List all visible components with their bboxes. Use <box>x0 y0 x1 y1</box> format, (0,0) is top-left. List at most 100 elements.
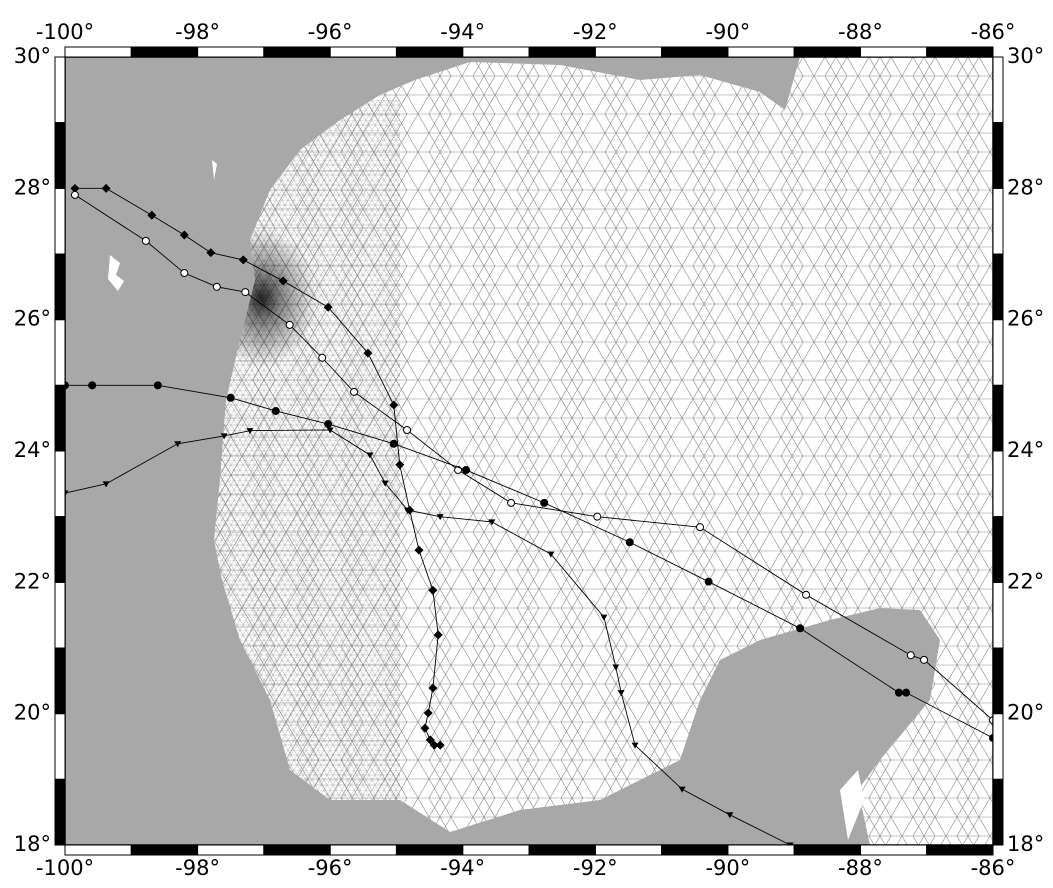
track-point <box>65 381 69 390</box>
track-point <box>796 624 805 633</box>
frame-bar <box>54 581 66 649</box>
track-point <box>70 190 79 199</box>
frame-bar <box>992 187 1004 255</box>
track-point <box>318 353 327 362</box>
lon-tick-label: -88° <box>838 20 883 44</box>
map-body <box>65 57 993 845</box>
track-point <box>324 420 333 429</box>
lon-tick-label: -98° <box>175 20 220 44</box>
track-point <box>65 490 69 497</box>
frame-bar <box>926 46 994 58</box>
frame-bar <box>263 844 331 856</box>
track-point <box>246 428 254 435</box>
track-point <box>989 733 993 742</box>
frame-bar <box>54 56 66 124</box>
frame-bar <box>130 46 199 58</box>
frame-bar <box>727 844 795 856</box>
track-point <box>141 236 150 245</box>
frame-bar <box>64 844 132 856</box>
lon-tick-label: -94° <box>440 856 485 880</box>
track-point <box>696 523 705 532</box>
track-point <box>101 183 111 193</box>
track-point <box>366 452 374 459</box>
track-point <box>547 551 555 558</box>
track-point <box>226 393 235 402</box>
lat-tick-label: 26° <box>14 307 51 331</box>
track-point <box>802 590 811 599</box>
frame-bar <box>992 319 1004 386</box>
lat-tick-label: 20° <box>14 701 51 725</box>
track-point <box>285 320 294 329</box>
frame-bar <box>992 450 1004 518</box>
frame-bar <box>130 844 199 856</box>
lat-tick-label: 20° <box>1007 701 1044 725</box>
frame-bar <box>263 46 331 58</box>
track-point <box>389 439 398 448</box>
frame-bar <box>54 778 66 846</box>
track-point <box>88 381 97 390</box>
lon-tick-label: -90° <box>705 856 750 880</box>
track-point <box>429 740 439 750</box>
track-point <box>428 683 438 693</box>
frame-bar <box>54 253 66 321</box>
lon-tick-label: -92° <box>573 20 618 44</box>
track-point <box>381 480 389 487</box>
frame-bar <box>54 384 66 452</box>
track-point <box>625 538 634 547</box>
lon-tick-label: -86° <box>971 856 1016 880</box>
frame-bar <box>462 46 530 58</box>
frame <box>54 46 1004 856</box>
frame-bar <box>54 516 66 583</box>
frame-bar <box>54 187 66 255</box>
track-point <box>174 441 182 448</box>
track-point <box>278 276 288 286</box>
lon-tick-label: -98° <box>175 856 220 880</box>
lat-tick-label: 18° <box>1007 832 1044 856</box>
lat-tick-label: 24° <box>1007 438 1044 462</box>
tick-labels: -100° -100° -98° -98° -96° -96° -94° -94° -92° -9… <box>14 20 1044 880</box>
track-point <box>323 302 333 312</box>
lat-tick-label: 28° <box>1007 175 1044 199</box>
lat-tick-label: 30° <box>1007 44 1044 68</box>
frame-bar <box>727 46 795 58</box>
track <box>65 381 993 742</box>
lon-tick-label: -100° <box>36 856 94 880</box>
lon-tick-label: -90° <box>705 20 750 44</box>
frame-bar <box>992 516 1004 583</box>
track-point <box>206 248 216 258</box>
frame-bar <box>395 844 464 856</box>
frame-bar <box>594 844 663 856</box>
frame-bar <box>54 713 66 780</box>
track-point <box>435 740 445 750</box>
frame-bar <box>992 384 1004 452</box>
track-point <box>507 498 516 507</box>
frame-bar <box>462 844 530 856</box>
lat-tick-label: 28° <box>14 175 51 199</box>
track-point <box>180 269 189 278</box>
track-point <box>271 406 280 415</box>
track <box>65 427 794 845</box>
track-point <box>726 812 734 819</box>
frame-bar <box>992 581 1004 649</box>
track-point <box>212 282 221 291</box>
lon-tick-label: -100° <box>36 20 94 44</box>
frame-bar <box>54 122 66 189</box>
track-point <box>350 387 359 396</box>
lon-tick-label: -94° <box>440 20 485 44</box>
track-point <box>102 481 110 488</box>
tracks <box>65 183 993 845</box>
track-point <box>631 742 639 749</box>
track-point <box>678 786 686 793</box>
track-point <box>428 585 438 595</box>
lon-tick-label: -92° <box>573 856 618 880</box>
track-point <box>612 664 620 671</box>
track-point <box>179 230 189 240</box>
frame-bar <box>54 647 66 715</box>
frame-bar <box>992 647 1004 715</box>
frame-bar <box>594 46 663 58</box>
frame-bar <box>793 844 861 856</box>
frame-bar <box>528 46 596 58</box>
frame-bar <box>926 844 994 856</box>
frame-bar <box>992 253 1004 321</box>
